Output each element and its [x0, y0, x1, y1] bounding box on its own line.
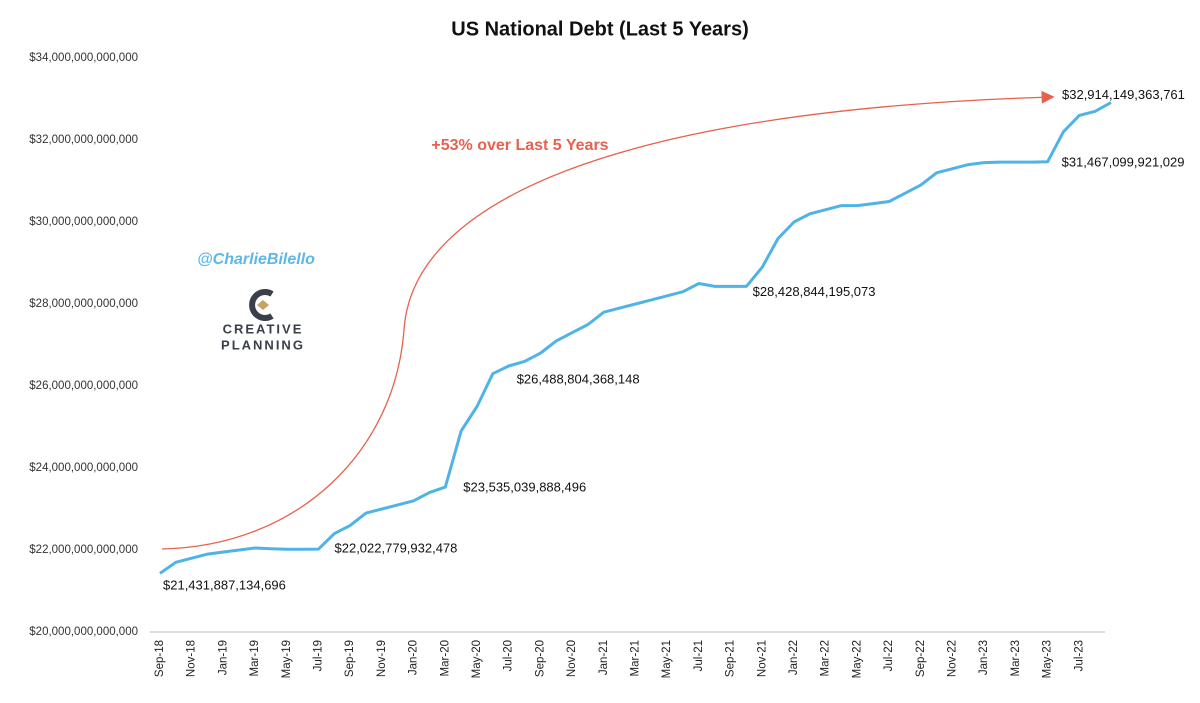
x-tick-label: Jan-22	[788, 640, 800, 675]
x-tick-label: Jul-22	[883, 640, 895, 671]
brand-text: CREATIVE	[223, 321, 304, 336]
x-tick-label: Jan-19	[217, 640, 229, 675]
brand-logo	[249, 289, 274, 321]
x-tick-label: May-23	[1042, 640, 1054, 678]
debt-line	[159, 101, 1112, 575]
x-tick-label: Nov-19	[376, 640, 388, 677]
x-tick-label: Jan-23	[978, 640, 990, 675]
growth-arrow	[161, 90, 1055, 550]
y-tick-label: $28,000,000,000,000	[29, 298, 138, 310]
value-label: $32,914,149,363,761	[1062, 87, 1185, 102]
x-tick-label: Mar-22	[820, 640, 832, 676]
y-tick-label: $26,000,000,000,000	[29, 380, 138, 392]
value-label: $23,535,039,888,496	[463, 480, 586, 495]
x-tick-label: Jul-19	[313, 640, 325, 671]
x-tick-label: Mar-20	[439, 640, 451, 676]
x-tick-label: Nov-22	[947, 640, 959, 677]
value-label: $31,467,099,921,029	[1062, 154, 1185, 169]
value-label: $21,431,887,134,696	[163, 578, 286, 593]
x-tick-label: May-19	[281, 640, 293, 678]
value-label: $28,428,844,195,073	[753, 284, 876, 299]
x-tick-label: Mar-21	[630, 640, 642, 676]
x-tick-label: May-20	[471, 640, 483, 678]
x-tick-label: Jul-21	[693, 640, 705, 671]
y-tick-label: $34,000,000,000,000	[29, 52, 138, 64]
brand-text: PLANNING	[221, 337, 305, 352]
x-tick-label: Jan-20	[408, 640, 420, 675]
value-label: $22,022,779,932,478	[335, 541, 458, 556]
x-tick-label: Sep-20	[534, 640, 546, 677]
x-tick-label: May-22	[851, 640, 863, 678]
x-tick-label: May-21	[661, 640, 673, 678]
x-tick-label: Jan-21	[598, 640, 610, 675]
x-tick-label: Sep-18	[154, 640, 166, 677]
y-tick-label: $32,000,000,000,000	[29, 134, 138, 146]
chart-title: US National Debt (Last 5 Years)	[451, 18, 749, 40]
watermark: @CharlieBilello	[197, 251, 315, 268]
x-tick-label: Mar-23	[1010, 640, 1022, 676]
growth-annotation: +53% over Last 5 Years	[431, 137, 608, 154]
x-tick-label: Nov-21	[756, 640, 768, 677]
x-tick-label: Nov-20	[566, 640, 578, 677]
value-label: $26,488,804,368,148	[517, 371, 640, 386]
x-tick-label: Sep-22	[915, 640, 927, 677]
y-tick-label: $20,000,000,000,000	[29, 626, 138, 638]
x-tick-label: Jul-20	[503, 640, 515, 671]
y-tick-label: $22,000,000,000,000	[29, 544, 138, 556]
x-tick-label: Nov-18	[186, 640, 198, 677]
x-tick-label: Jul-23	[1073, 640, 1085, 671]
x-tick-label: Mar-19	[249, 640, 261, 676]
x-tick-label: Sep-21	[725, 640, 737, 677]
y-tick-label: $30,000,000,000,000	[29, 216, 138, 228]
x-tick-label: Sep-19	[344, 640, 356, 677]
y-tick-label: $24,000,000,000,000	[29, 462, 138, 474]
